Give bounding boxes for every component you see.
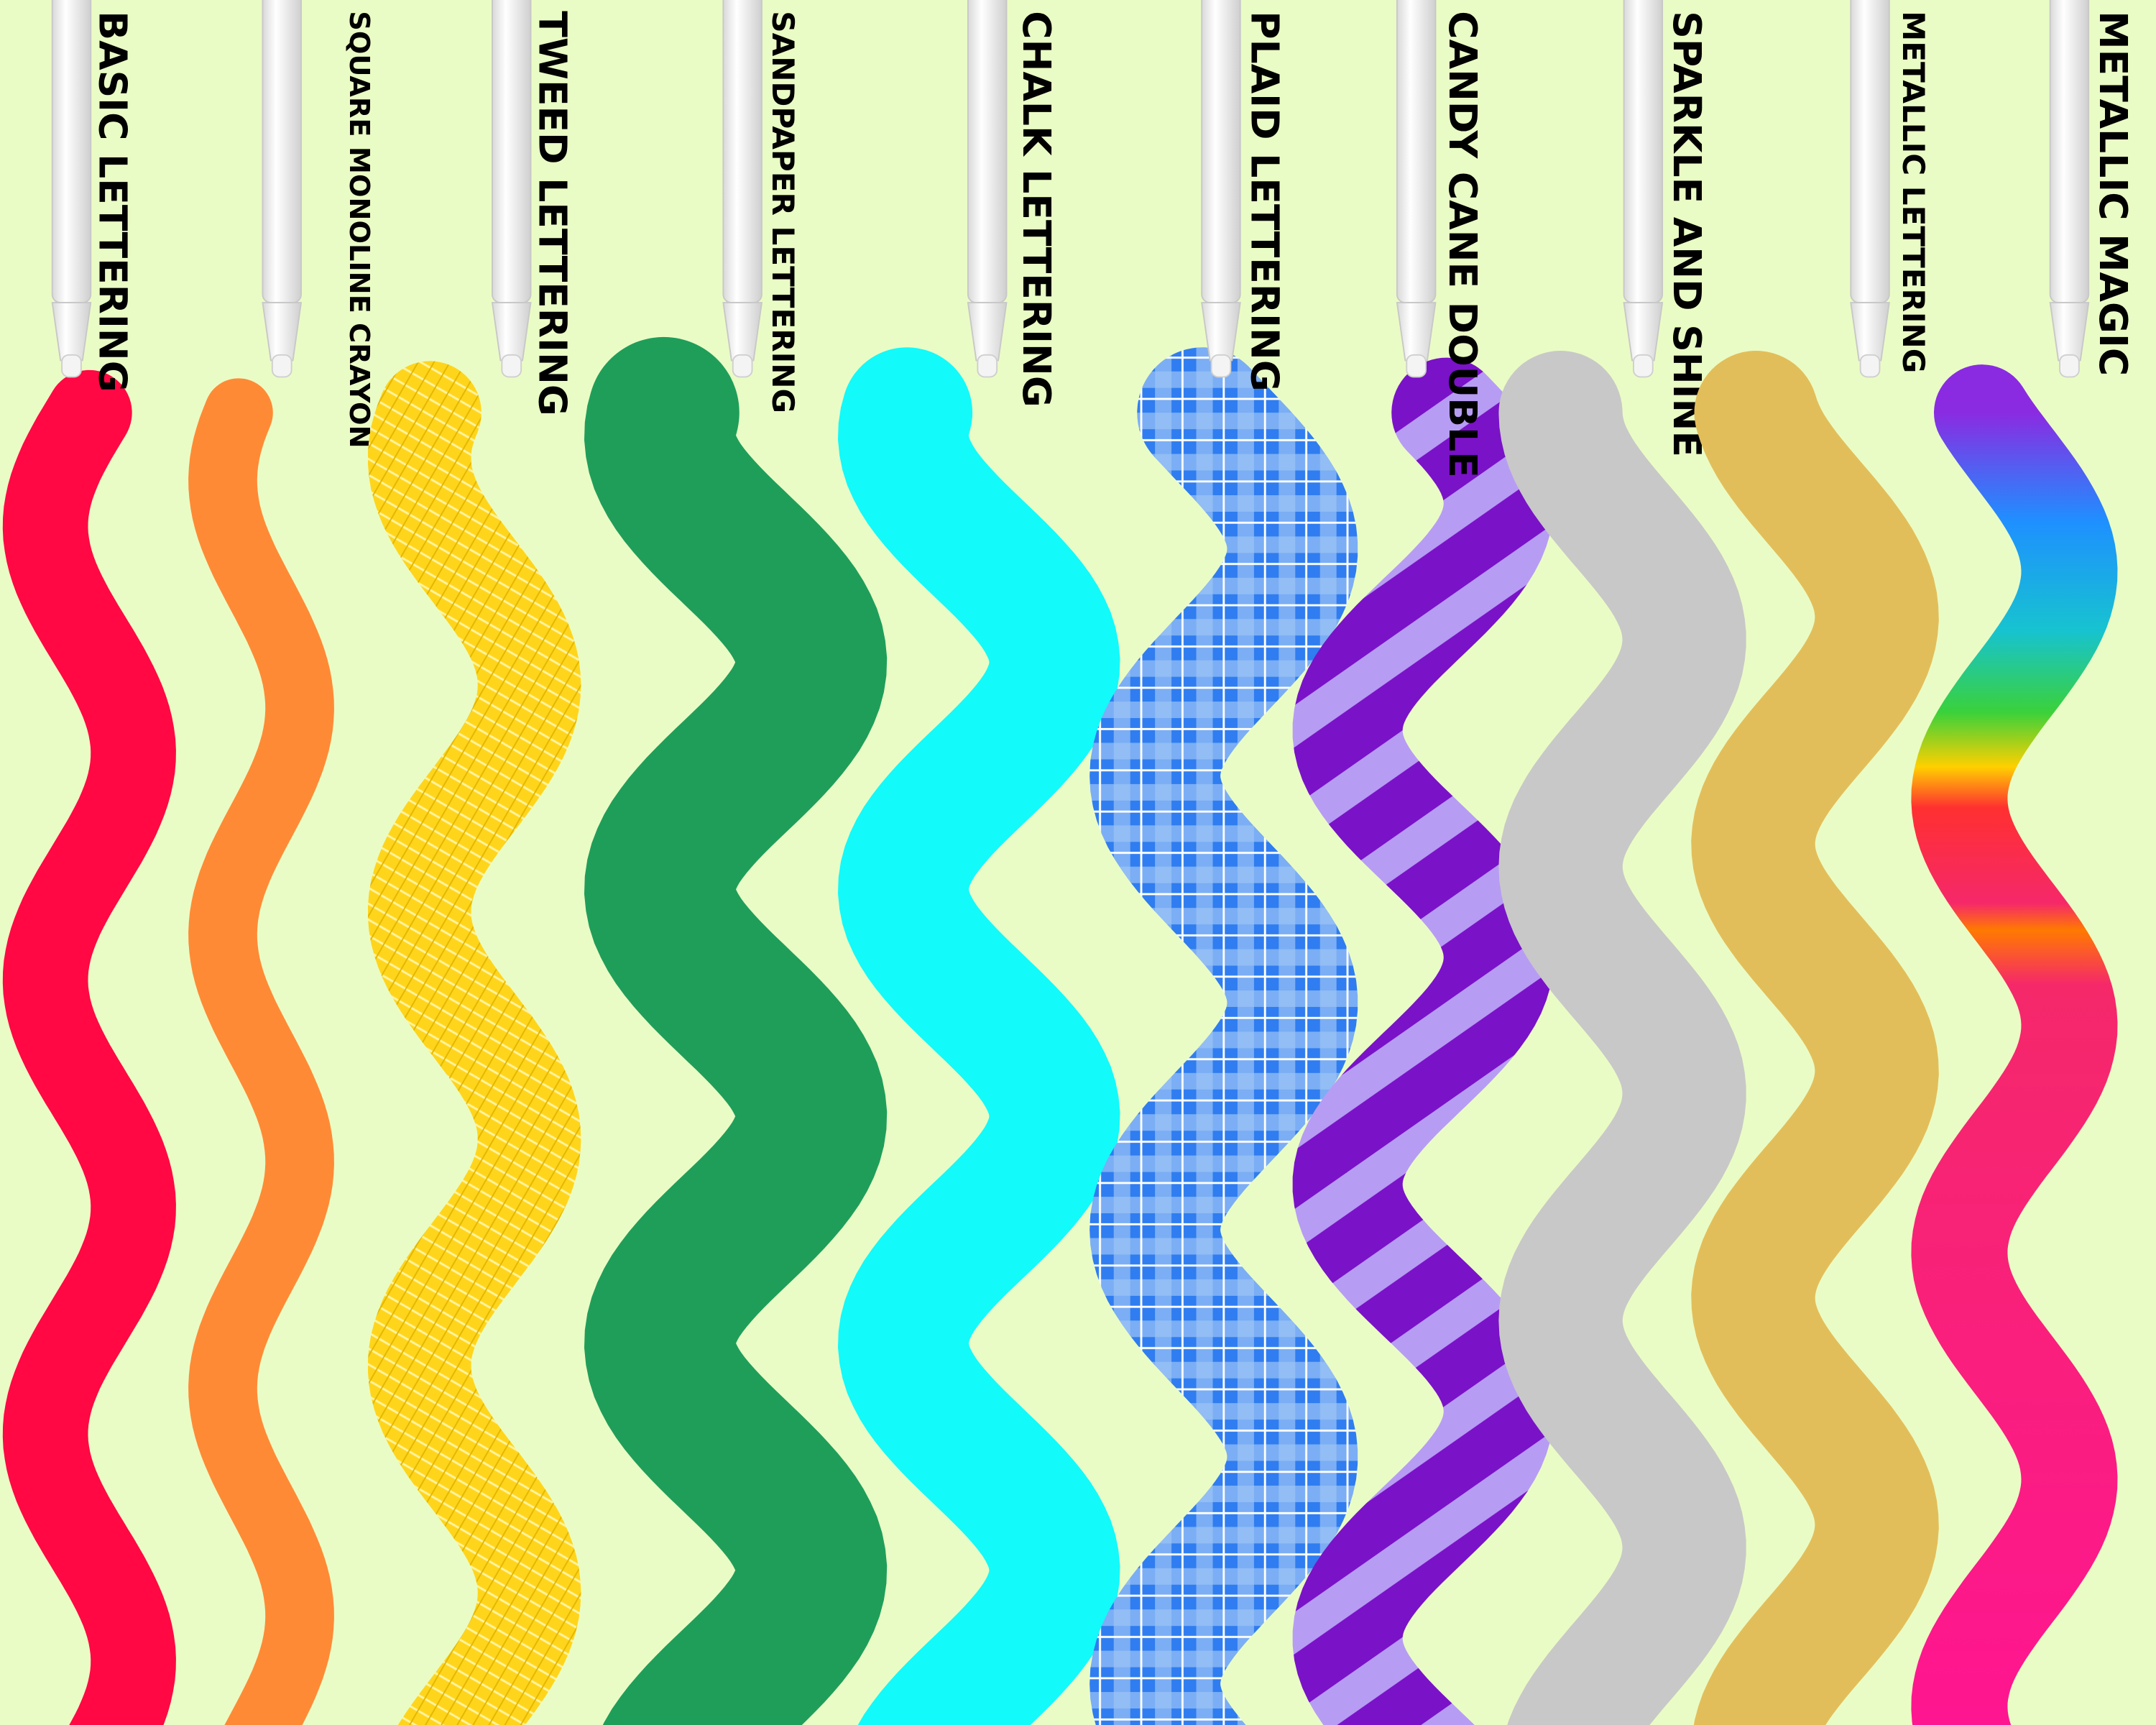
pencil-body: [51, 0, 92, 304]
brush-stroke: [1292, 357, 1554, 1725]
brush-label: SANDPAPER LETTERING: [765, 11, 801, 413]
pencil-nib: [1633, 354, 1654, 378]
pencil-tip: [1201, 302, 1241, 362]
pencil-tip: [1623, 302, 1664, 362]
pencil-body: [1623, 0, 1664, 304]
brush-label: PLAID LETTERING: [1243, 11, 1288, 392]
pencil-nib: [1210, 354, 1232, 378]
brush-stroke: [1089, 347, 1358, 1725]
brush-label: METALLIC LETTERING: [1896, 11, 1931, 373]
pencil-body: [1201, 0, 1241, 304]
pencil-body: [967, 0, 1008, 304]
pencil-tip: [262, 302, 303, 362]
brush-stroke: [1911, 364, 2118, 1725]
pencil-tip: [1396, 302, 1437, 362]
pencil-nib: [61, 354, 82, 378]
brush-stroke: [2, 369, 176, 1725]
pencil-body: [262, 0, 302, 304]
pencil-body: [2049, 0, 2090, 304]
pencil-nib: [271, 354, 292, 378]
pencil-tip: [722, 302, 763, 362]
pencil-tip: [491, 302, 532, 362]
pencil-body: [1396, 0, 1437, 304]
brush-label: METALLIC MAGIC: [2091, 11, 2136, 376]
brush-label: CHALK LETTERING: [1014, 11, 1059, 408]
pencil-nib: [977, 354, 998, 378]
brush-label: CANDY CANE DOUBLE: [1440, 11, 1485, 478]
brush-stroke: [188, 378, 334, 1725]
pencil-tip: [967, 302, 1008, 362]
pencil-tip: [1850, 302, 1890, 362]
brush-label: SQUARE MONOLINE CRAYON: [343, 11, 375, 448]
brush-stroke: [1498, 351, 1746, 1725]
brush-label: TWEED LETTERING: [530, 11, 576, 416]
brush-stroke: [837, 347, 1120, 1725]
brush-stroke: [584, 336, 888, 1725]
pencil-nib: [1859, 354, 1881, 378]
pencil-body: [722, 0, 763, 304]
brush-stroke: [367, 361, 581, 1725]
pencil-nib: [2059, 354, 2080, 378]
brush-label: BASIC LETTERING: [90, 11, 135, 392]
pencil-body: [491, 0, 532, 304]
pencil-body: [1850, 0, 1890, 304]
pencil-tip: [51, 302, 92, 362]
pencil-tip: [2049, 302, 2090, 362]
pencil-nib: [732, 354, 753, 378]
pencil-nib: [501, 354, 522, 378]
brush-stroke: [1691, 351, 1939, 1725]
pencil-nib: [1406, 354, 1427, 378]
